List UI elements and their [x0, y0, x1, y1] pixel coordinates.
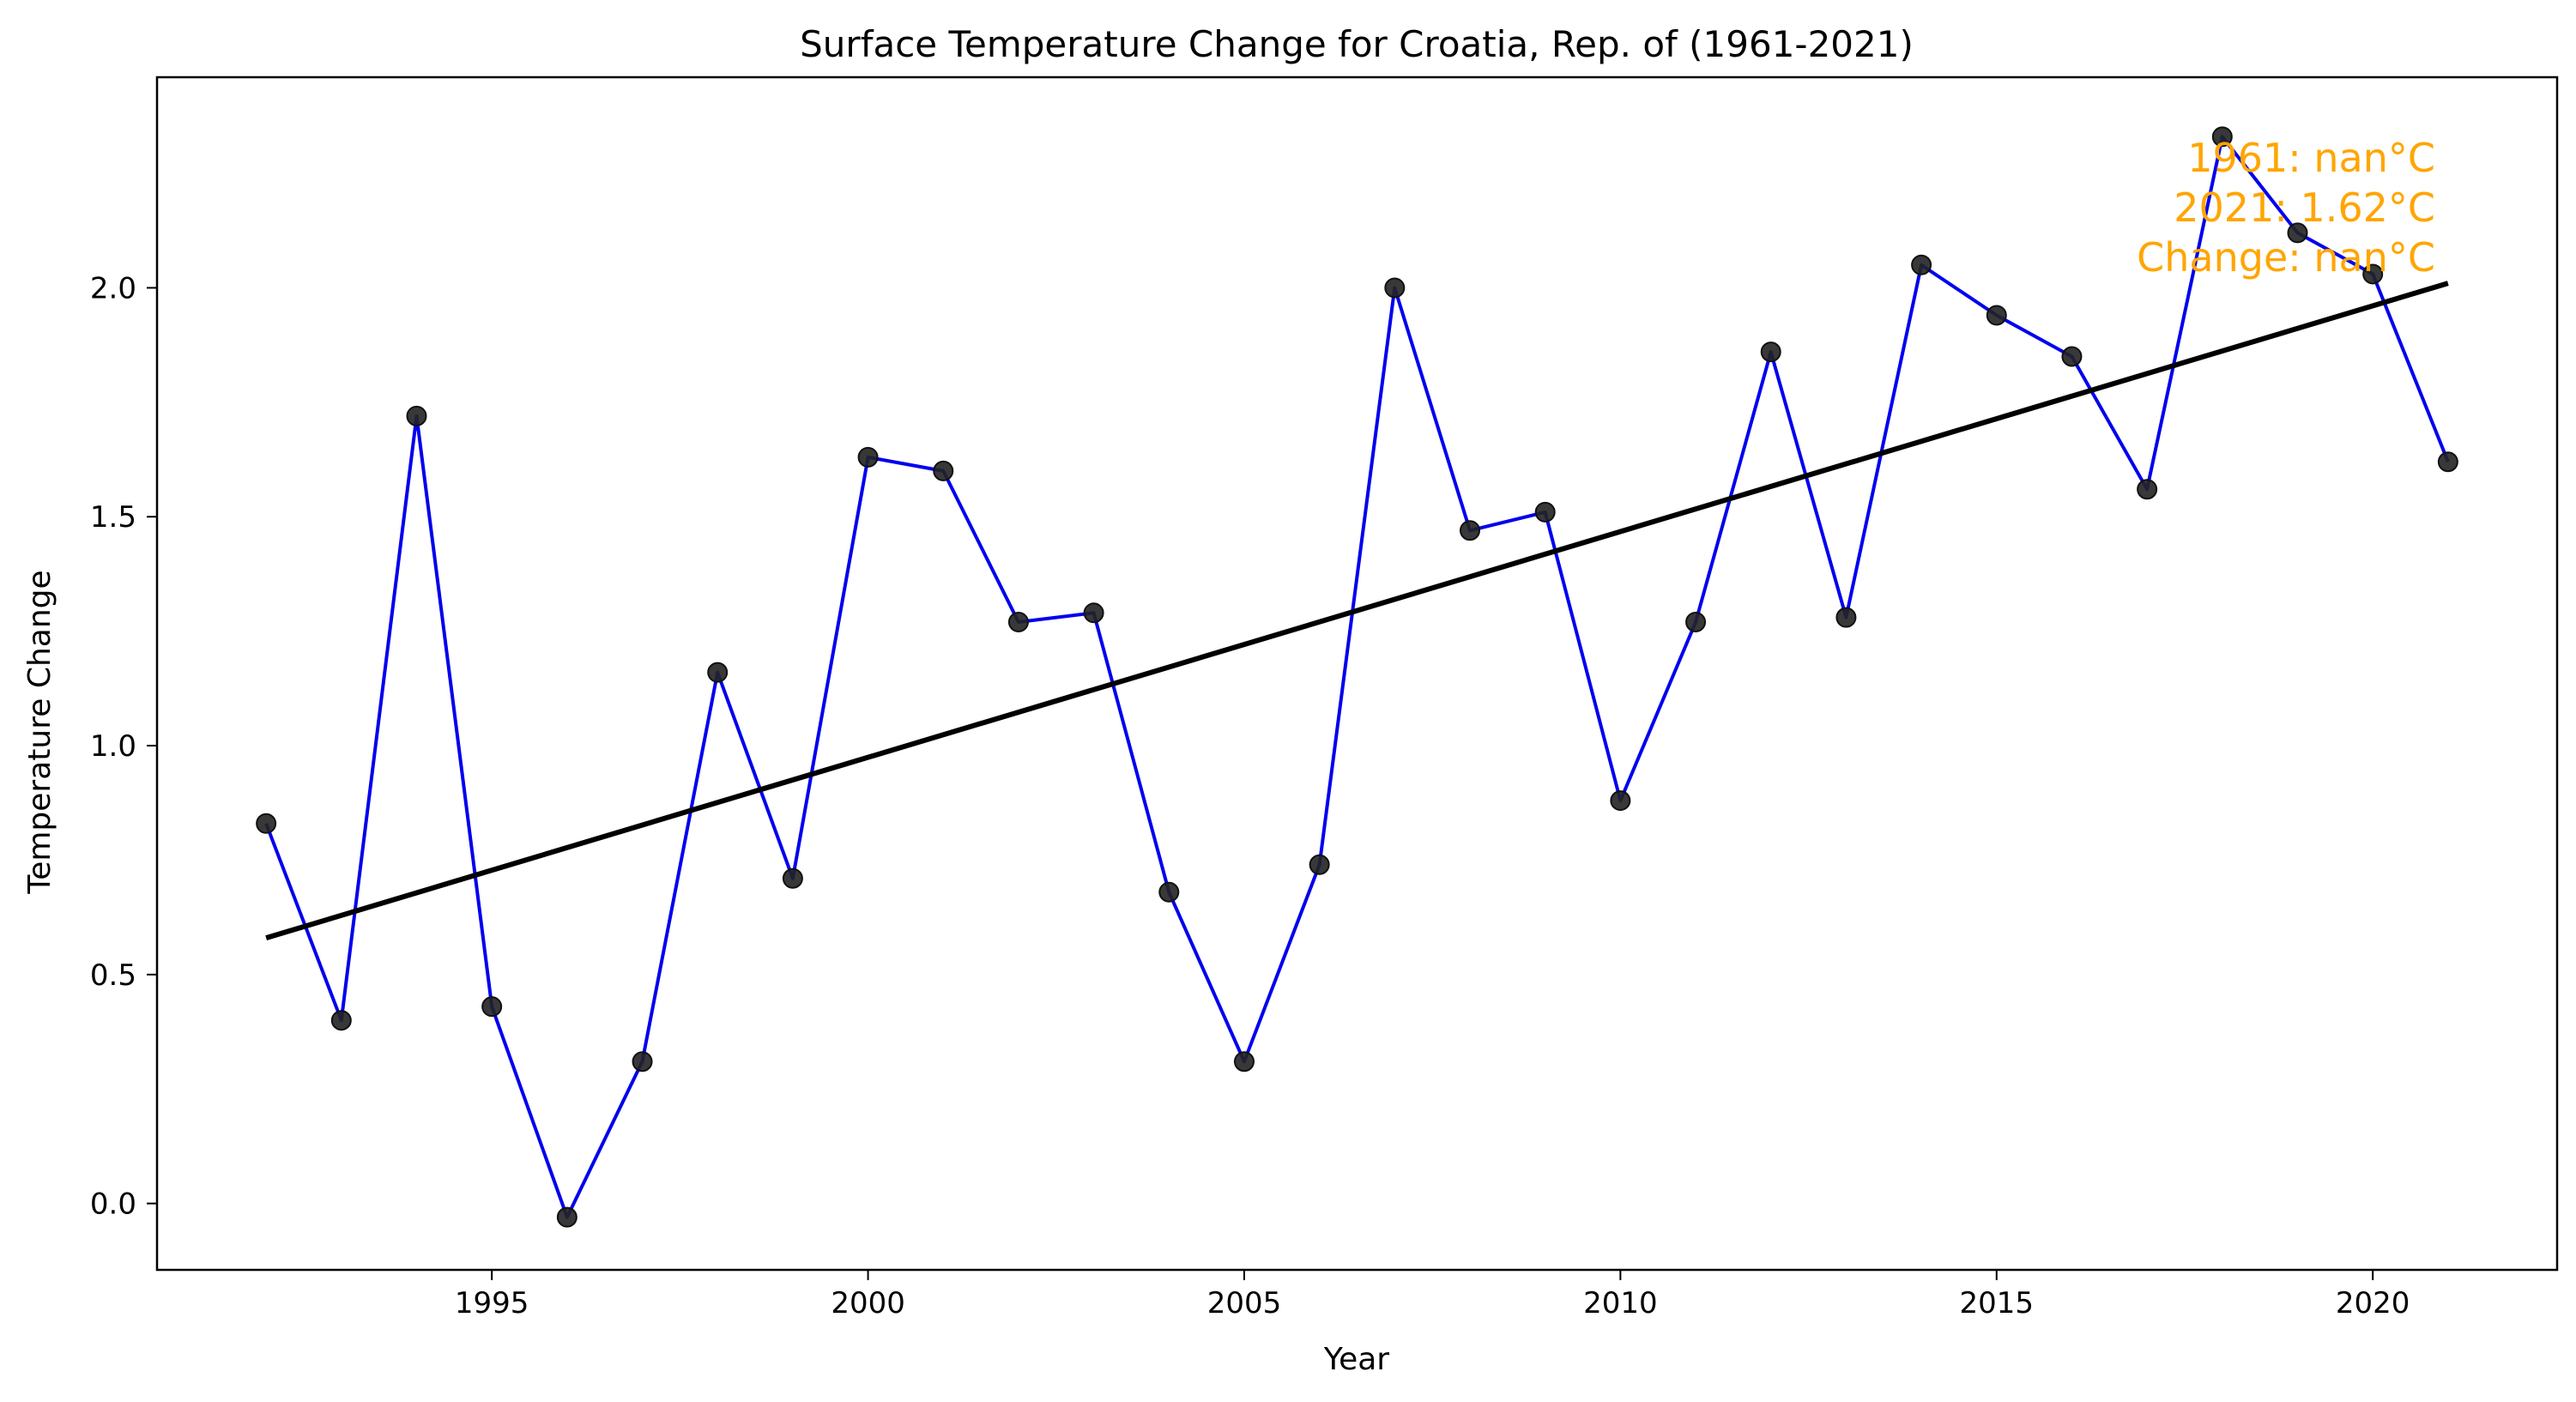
y-tick-label: 1.0: [90, 729, 136, 764]
y-tick-label: 0.5: [90, 958, 136, 993]
data-point: [1007, 611, 1029, 632]
data-point: [2061, 346, 2083, 367]
x-tick-label: 1995: [455, 1286, 529, 1320]
trend-line: [265, 281, 2449, 941]
data-point: [2137, 479, 2158, 500]
y-tick-label: 2.0: [90, 271, 136, 305]
data-point: [1610, 790, 1631, 812]
data-point: [1685, 611, 1707, 632]
plot-frame: [155, 76, 2559, 1272]
plot-area: 1995 2000 2005 2010 2015 2020 0.0 0.5 1.0 1.5 2.0 1…: [90, 76, 2559, 1320]
x-tick-label: 2000: [831, 1286, 905, 1320]
chart-title: Surface Temperature Change for Croatia, …: [800, 23, 1914, 65]
data-point: [1460, 520, 1481, 541]
annotation-line: 2021: 1.62°C: [2174, 184, 2435, 231]
data-point: [256, 813, 277, 834]
data-point: [857, 446, 879, 468]
x-tick-label: 2015: [1960, 1286, 2035, 1320]
data-point: [1384, 277, 1406, 299]
data-point: [1911, 254, 1932, 275]
data-point: [1534, 501, 1556, 523]
data-point: [2362, 263, 2384, 285]
annotation-line: 1961: nan°C: [2187, 135, 2435, 181]
data-point: [406, 405, 427, 426]
data-point: [707, 662, 729, 683]
data-point: [1233, 1051, 1255, 1073]
data-point: [2211, 126, 2233, 148]
data-point: [1835, 607, 1857, 628]
x-tick-label: 2005: [1207, 1286, 1282, 1320]
data-point: [2437, 451, 2458, 473]
data-point: [933, 460, 954, 481]
data-point: [1760, 341, 1781, 363]
y-tick-label: 1.5: [90, 500, 136, 535]
y-tick-label: 0.0: [90, 1187, 136, 1222]
data-point: [2287, 222, 2308, 244]
data-point: [481, 996, 503, 1018]
x-tick-label: 2010: [1583, 1286, 1658, 1320]
x-tick-label: 2020: [2336, 1286, 2410, 1320]
data-point: [1986, 305, 2007, 326]
annotation-line: Change: nan°C: [2137, 234, 2435, 281]
data-point: [782, 867, 803, 889]
data-point: [556, 1206, 577, 1228]
series-line: [264, 135, 2450, 1219]
data-point: [1158, 881, 1180, 903]
data-point: [632, 1051, 653, 1073]
data-point: [1309, 854, 1330, 875]
data-point: [330, 1010, 352, 1031]
data-point: [1083, 602, 1104, 624]
y-axis-label: Temperature Change: [22, 570, 57, 894]
x-axis-label: Year: [1323, 1342, 1389, 1377]
